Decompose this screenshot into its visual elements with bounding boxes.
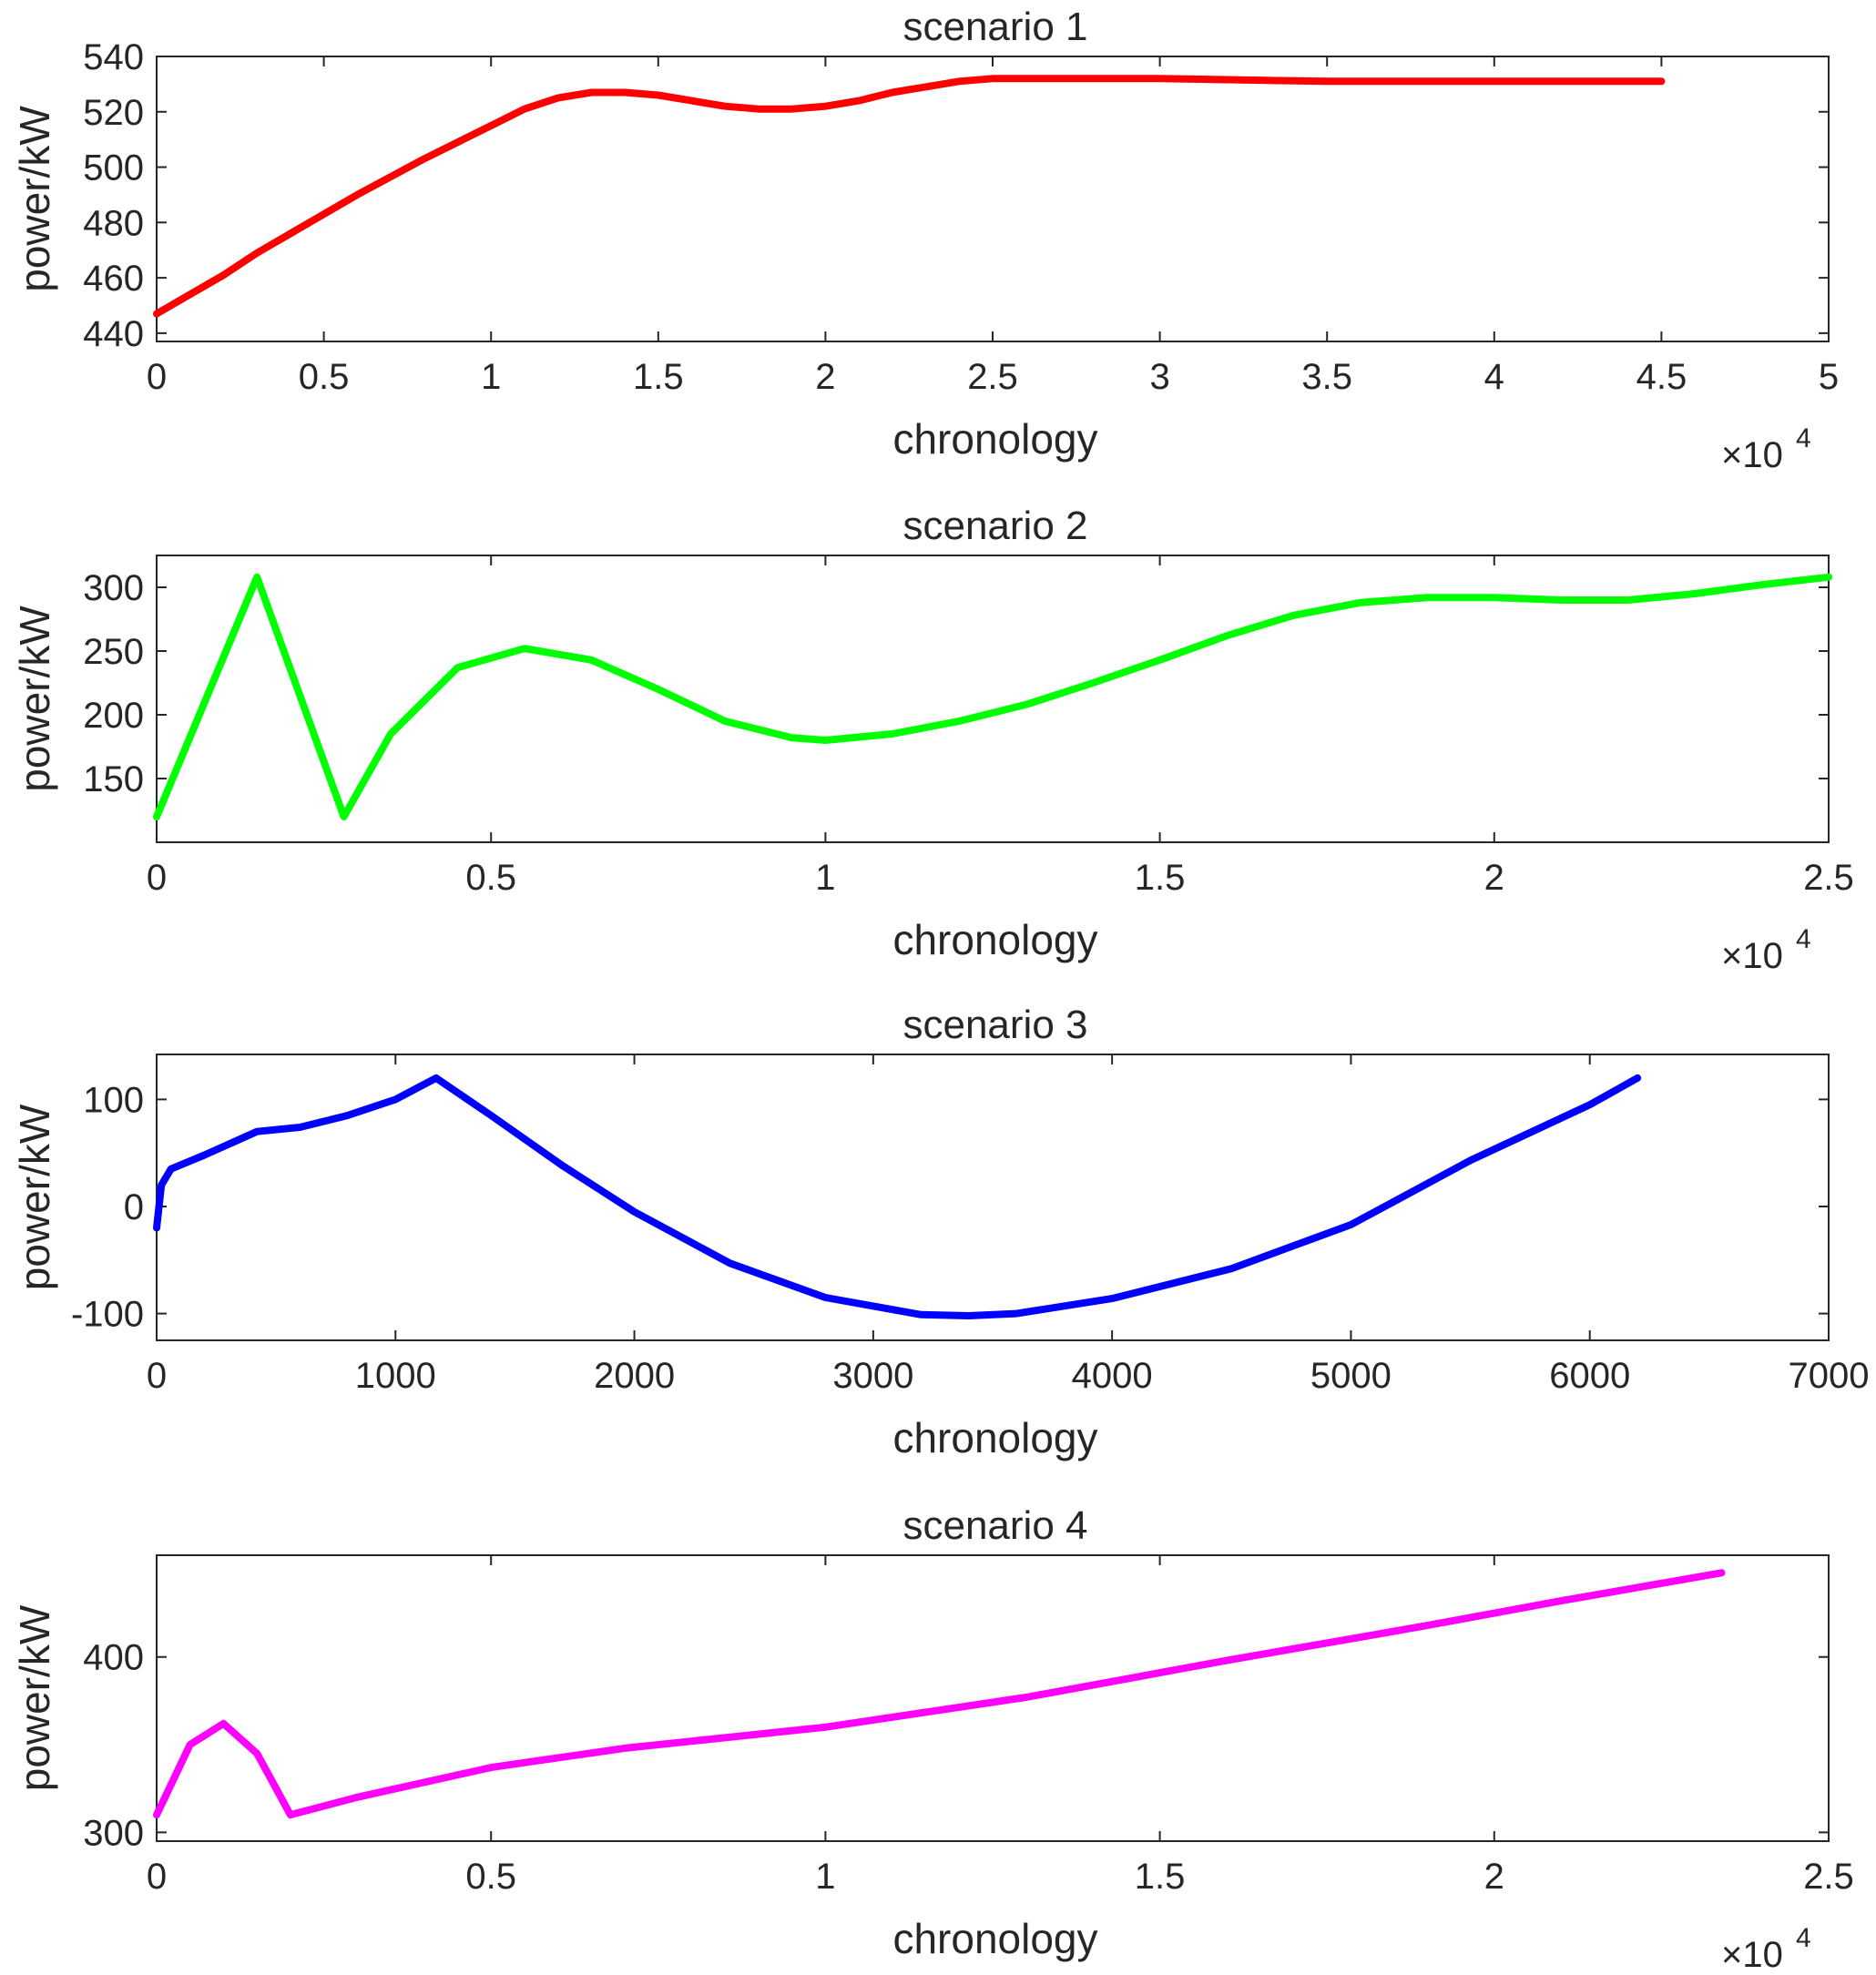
y-tick-label: 250 — [83, 632, 144, 672]
series-line-2 — [153, 573, 1832, 820]
plot-area-1 — [156, 56, 1830, 342]
x-tick-label: 6000 — [1549, 1356, 1630, 1396]
x-axis-label: chronology — [892, 916, 1097, 963]
y-tick-label: 460 — [83, 259, 144, 299]
x-tick-label: 2.5 — [967, 357, 1018, 397]
x-tick-label: 0 — [147, 1356, 167, 1396]
series-line-4 — [153, 1569, 1726, 1819]
x-axis-exponent: 4 — [1796, 924, 1811, 954]
y-tick-label: -100 — [71, 1295, 144, 1335]
x-axis-multiplier: ×10 — [1721, 936, 1783, 976]
plot-area-2 — [156, 555, 1830, 843]
x-tick-label: 7000 — [1789, 1356, 1870, 1396]
x-tick-label: 4 — [1484, 357, 1504, 397]
x-tick-label: 0 — [147, 1857, 167, 1897]
y-tick-label: 150 — [83, 759, 144, 799]
x-tick-label: 4.5 — [1636, 357, 1687, 397]
x-tick-label: 0 — [147, 858, 167, 898]
x-tick-label: 2.5 — [1803, 1857, 1854, 1897]
y-axis-label: power/kW — [11, 106, 58, 292]
x-axis-multiplier: ×10 — [1721, 435, 1783, 475]
x-axis-label: chronology — [892, 415, 1097, 463]
x-tick-label: 1.5 — [1135, 858, 1186, 898]
x-axis-exponent: 4 — [1796, 423, 1811, 453]
y-tick-label: 300 — [83, 1813, 144, 1853]
x-tick-label: 1.5 — [633, 357, 684, 397]
y-tick-label: 480 — [83, 203, 144, 243]
y-tick-label: 520 — [83, 93, 144, 133]
y-tick-label: 540 — [83, 37, 144, 77]
plot-area-3 — [156, 1054, 1830, 1341]
x-tick-label: 3000 — [832, 1356, 913, 1396]
x-tick-label: 5000 — [1310, 1356, 1392, 1396]
chart-title: scenario 1 — [902, 5, 1087, 49]
x-tick-label: 1.5 — [1135, 1857, 1186, 1897]
series-line-3 — [153, 1074, 1642, 1319]
y-tick-label: 0 — [124, 1187, 144, 1227]
chart-title: scenario 3 — [902, 1003, 1087, 1047]
x-axis-label: chronology — [892, 1414, 1097, 1461]
x-tick-label: 5 — [1819, 357, 1839, 397]
x-axis-exponent: 4 — [1796, 1923, 1811, 1953]
plot-area-4 — [156, 1554, 1830, 1842]
chart-title: scenario 4 — [902, 1503, 1087, 1548]
x-tick-label: 2.5 — [1803, 858, 1854, 898]
chart-title: scenario 2 — [902, 504, 1087, 548]
x-tick-label: 1 — [815, 1857, 835, 1897]
x-tick-label: 1 — [815, 858, 835, 898]
x-axis-label: chronology — [892, 1915, 1097, 1962]
x-axis-multiplier: ×10 — [1721, 1935, 1783, 1975]
y-tick-label: 500 — [83, 148, 144, 188]
x-tick-label: 2 — [815, 357, 835, 397]
y-axis-label: power/kW — [11, 606, 58, 792]
y-axis-label: power/kW — [11, 1104, 58, 1290]
x-tick-label: 3 — [1149, 357, 1169, 397]
x-tick-label: 2 — [1484, 1857, 1504, 1897]
y-tick-label: 200 — [83, 696, 144, 736]
x-tick-label: 1 — [481, 357, 501, 397]
y-tick-label: 300 — [83, 568, 144, 608]
y-tick-label: 100 — [83, 1080, 144, 1120]
x-tick-label: 4000 — [1072, 1356, 1153, 1396]
x-tick-label: 1000 — [355, 1356, 436, 1396]
series-line-1 — [153, 75, 1666, 318]
x-tick-label: 0.5 — [465, 858, 516, 898]
x-tick-label: 0 — [147, 357, 167, 397]
y-tick-label: 400 — [83, 1638, 144, 1678]
x-tick-label: 2000 — [594, 1356, 675, 1396]
x-tick-label: 2 — [1484, 858, 1504, 898]
x-tick-label: 0.5 — [465, 1857, 516, 1897]
x-tick-label: 3.5 — [1301, 357, 1352, 397]
y-axis-label: power/kW — [11, 1604, 58, 1791]
y-tick-label: 440 — [83, 314, 144, 354]
x-tick-label: 0.5 — [299, 357, 350, 397]
